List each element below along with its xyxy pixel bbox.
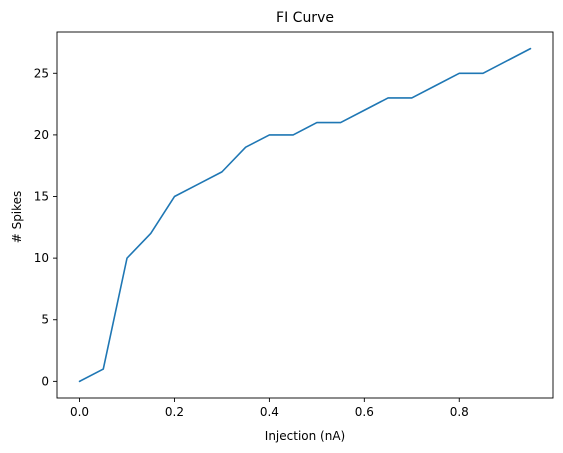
axes-frame xyxy=(56,31,554,399)
y-tick-label: 0 xyxy=(41,374,49,388)
y-tick-label: 15 xyxy=(34,190,49,204)
y-tick-label: 10 xyxy=(34,251,49,265)
x-tick-label: 0.6 xyxy=(355,405,374,419)
x-tick-label: 0.4 xyxy=(260,405,279,419)
x-axis-label: Injection (nA) xyxy=(265,429,345,443)
y-axis-label: # Spikes xyxy=(10,191,24,244)
x-tick-label: 0.0 xyxy=(70,405,89,419)
y-tick-label: 5 xyxy=(41,313,49,327)
chart-title: FI Curve xyxy=(276,10,334,26)
series-line-0 xyxy=(78,47,532,383)
x-tick-label: 0.8 xyxy=(450,405,469,419)
x-tick-label: 0.2 xyxy=(165,405,184,419)
y-tick-label: 25 xyxy=(34,66,49,80)
y-tick-label: 20 xyxy=(34,128,49,142)
plot-area: 0.0 0.2 0.4 0.6 0.8 0 5 10 15 20 25 xyxy=(34,31,554,419)
